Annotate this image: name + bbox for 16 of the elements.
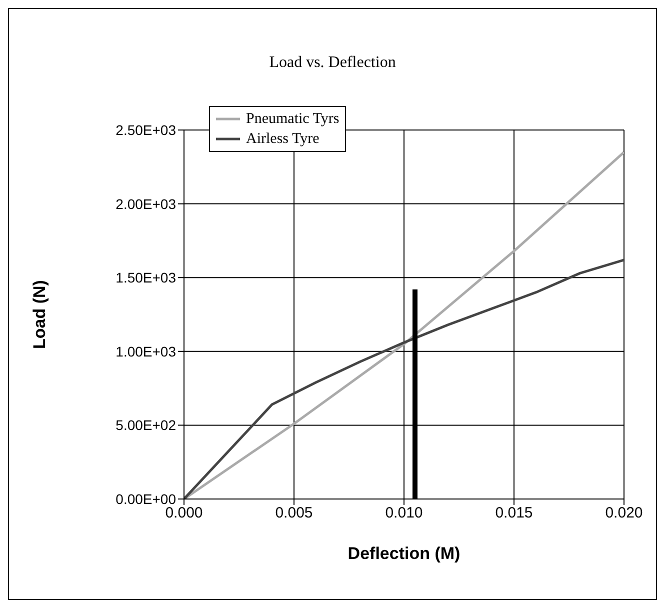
chart-title: Load vs. Deflection	[268, 54, 397, 72]
y-tick-label: 1.50E+03	[116, 270, 176, 286]
y-tick-label: 1.00E+03	[116, 343, 176, 360]
legend-label: Pneumatic Tyrs	[246, 110, 340, 129]
x-tick-label: 0.015	[495, 504, 533, 522]
x-tick-label: 0.010	[385, 504, 423, 522]
x-tick-label: 0.020	[605, 504, 643, 522]
x-axis-title: Deflection (M)	[348, 544, 460, 563]
y-tick-label: 2.50E+03	[116, 122, 176, 138]
x-tick-label: 0.005	[275, 504, 313, 522]
x-tick-label: 0.000	[165, 504, 203, 522]
y-tick-label: 2.00E+03	[116, 196, 176, 212]
y-tick-label: 0.00E+00	[116, 490, 176, 507]
y-tick-label: 5.00E+02	[116, 417, 176, 434]
y-axis-title: Load (N)	[30, 280, 50, 349]
legend-label: Airless Tyre	[246, 130, 320, 149]
